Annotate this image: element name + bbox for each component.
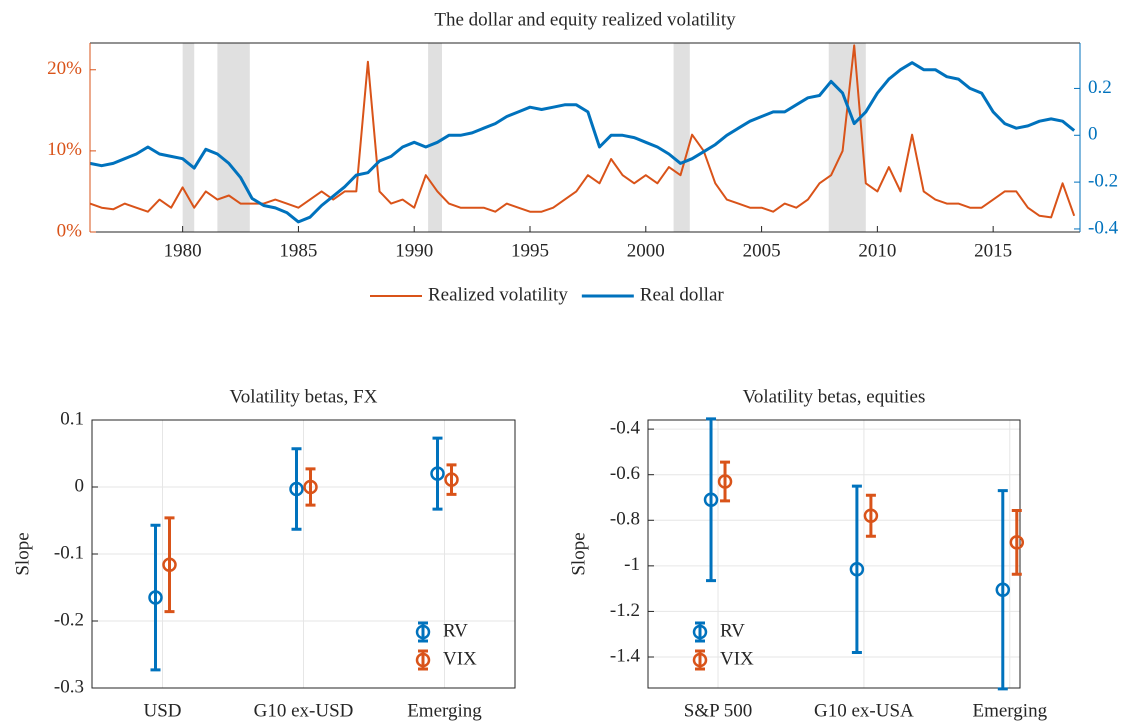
y-tick-label: 10% xyxy=(47,139,82,160)
x-tick-label: 1990 xyxy=(395,240,433,261)
y-tick-label: -0.6 xyxy=(610,463,640,484)
error-bar xyxy=(997,489,1008,691)
point xyxy=(703,492,719,508)
shaded-region xyxy=(428,43,442,232)
chart-title: The dollar and equity realized volatilit… xyxy=(434,9,736,30)
y2-tick-label: -0.4 xyxy=(1088,217,1119,238)
error-bar xyxy=(150,523,161,672)
x-tick-label: G10 ex-USA xyxy=(814,700,914,721)
x-tick-label: 1980 xyxy=(164,240,202,261)
x-tick-label: 1985 xyxy=(279,240,317,261)
x-tick-label: 2010 xyxy=(858,240,896,261)
point xyxy=(303,479,318,495)
y-tick-label: 20% xyxy=(47,58,82,79)
y-tick-label: 0 xyxy=(75,475,85,496)
point xyxy=(148,590,163,605)
legend-label: RV xyxy=(443,620,468,641)
error-bar xyxy=(1011,508,1022,576)
legend-label: VIX xyxy=(443,648,477,669)
chart-title: Volatility betas, equities xyxy=(743,386,926,407)
plot-frame xyxy=(647,419,1021,689)
chart-title: Volatility betas, FX xyxy=(230,386,378,407)
y-tick-label: -1.4 xyxy=(610,645,641,666)
legend-marker xyxy=(692,624,708,640)
legend-label: RV xyxy=(720,620,745,641)
y2-tick-label: 0.2 xyxy=(1088,77,1112,98)
error-bar xyxy=(305,467,316,507)
data-line xyxy=(89,44,1076,219)
legend-label: Realized volatility xyxy=(428,284,568,305)
shaded-region xyxy=(217,43,250,232)
y2-tick-label: -0.2 xyxy=(1088,170,1118,191)
error-bar xyxy=(851,484,862,654)
shaded-region xyxy=(182,43,195,232)
error-bar xyxy=(865,493,876,538)
x-tick-label: 2000 xyxy=(627,240,665,261)
error-bar xyxy=(164,516,175,614)
point xyxy=(162,557,177,572)
x-tick-label: Emerging xyxy=(407,700,482,721)
data-line xyxy=(89,61,1076,224)
x-tick-label: USD xyxy=(143,700,181,721)
legend-marker xyxy=(692,652,708,668)
point xyxy=(289,481,304,497)
y-tick-label: -1.2 xyxy=(610,600,640,621)
point xyxy=(1009,535,1025,550)
error-bar xyxy=(446,463,457,496)
error-bar xyxy=(706,417,717,583)
y-tick-label: -0.3 xyxy=(54,676,84,697)
plot-frame xyxy=(91,419,516,689)
y-tick-label: -1 xyxy=(624,554,640,575)
y-tick-label: 0.1 xyxy=(60,408,84,429)
legend-marker xyxy=(415,624,431,640)
error-bar xyxy=(291,447,302,531)
x-tick-label: 2015 xyxy=(974,240,1012,261)
point xyxy=(444,472,459,487)
y-tick-label: -0.2 xyxy=(54,609,84,630)
legend-label: VIX xyxy=(720,648,754,669)
y-axis-label: Slope xyxy=(12,532,33,575)
point xyxy=(849,562,865,577)
y-tick-label: -0.1 xyxy=(54,542,84,563)
x-tick-label: 2005 xyxy=(743,240,781,261)
point xyxy=(430,466,445,481)
shaded-region xyxy=(828,43,866,232)
point xyxy=(717,474,733,489)
y-tick-label: -0.8 xyxy=(610,509,640,530)
x-tick-label: G10 ex-USD xyxy=(254,700,354,721)
error-bar xyxy=(720,460,731,503)
y-tick-label: 0% xyxy=(57,220,83,241)
point xyxy=(863,508,879,523)
y2-tick-label: 0 xyxy=(1088,124,1098,145)
x-tick-label: S&P 500 xyxy=(684,700,752,721)
legend-label: Real dollar xyxy=(640,284,725,305)
y-tick-label: -0.4 xyxy=(610,417,641,438)
point xyxy=(995,582,1011,598)
shaded-region xyxy=(673,43,690,232)
y-axis-label: Slope xyxy=(568,532,589,575)
x-tick-label: 1995 xyxy=(511,240,549,261)
x-tick-label: Emerging xyxy=(972,700,1047,721)
error-bar xyxy=(432,436,443,511)
legend-marker xyxy=(415,652,431,668)
